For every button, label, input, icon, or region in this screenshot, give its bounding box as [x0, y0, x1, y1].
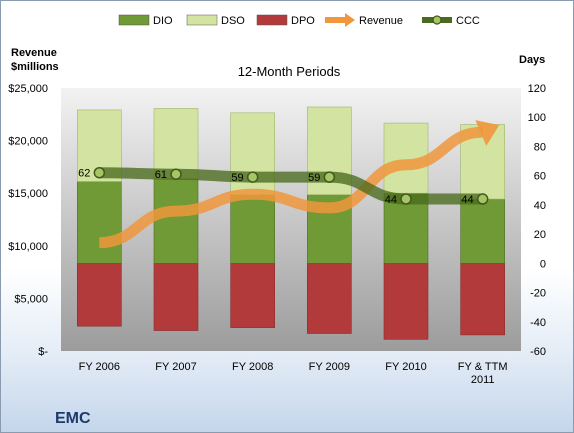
right-tick-label: -40: [530, 317, 546, 329]
right-axis-label: Days: [519, 54, 545, 66]
right-tick-label: -20: [530, 288, 546, 300]
right-tick-label: 40: [534, 200, 546, 212]
legend-label-revenue: Revenue: [359, 15, 403, 27]
ccc-data-label: 59: [231, 172, 243, 184]
right-tick-label: 20: [534, 229, 546, 241]
legend-label-ccc: CCC: [456, 15, 480, 27]
left-tick-label: $20,000: [8, 136, 48, 148]
ccc-data-label: 44: [461, 194, 473, 206]
right-tick-label: 100: [528, 112, 546, 124]
ccc-data-label: 61: [155, 169, 167, 181]
dio-bar: [153, 178, 199, 264]
dio-bar: [383, 192, 429, 264]
category-label: FY 2010: [385, 361, 426, 373]
ccc-marker: [93, 166, 106, 179]
right-tick-label: 80: [534, 141, 546, 153]
dio-bar: [77, 181, 122, 264]
dpo-bar: [77, 263, 122, 327]
left-axis-label-line1: Revenue: [11, 47, 57, 59]
right-tick-label: 60: [534, 171, 546, 183]
ccc-marker: [476, 193, 489, 205]
legend-label-dpo: DPO: [291, 15, 315, 27]
ccc-marker: [170, 168, 182, 180]
left-tick-label: $5,000: [14, 293, 48, 305]
dso-bar: [153, 108, 199, 179]
ccc-marker: [400, 193, 412, 205]
category-label: FY 2008: [232, 361, 273, 373]
legend-label-dso: DSO: [221, 15, 245, 27]
ccc-data-label: 62: [78, 168, 90, 180]
legend-label-dio: DIO: [153, 15, 173, 27]
dio-bar: [460, 198, 505, 264]
legend-swatch-dio: [118, 14, 150, 26]
legend-ccc-marker: [432, 15, 442, 25]
category-label: FY 2009: [309, 361, 350, 373]
left-tick-label: $10,000: [8, 241, 48, 253]
revenue-arrowhead: [475, 120, 500, 146]
dpo-bar: [230, 263, 275, 328]
left-tick-label: $-: [38, 346, 48, 358]
dpo-bar: [383, 263, 429, 340]
ccc-marker: [323, 171, 336, 183]
dpo-bar: [460, 263, 505, 336]
category-label: FY 2007: [155, 361, 196, 373]
company-name: EMC: [55, 410, 91, 427]
ccc-data-label: 44: [385, 194, 397, 206]
legend-swatch-dso: [186, 14, 218, 26]
dpo-bar: [153, 263, 199, 331]
plot-area: [61, 88, 521, 351]
category-label: 2011: [471, 374, 495, 386]
dio-bar: [230, 194, 275, 264]
right-tick-label: 0: [540, 258, 546, 270]
left-tick-label: $15,000: [8, 188, 48, 200]
dpo-bar: [307, 263, 352, 334]
right-tick-label: 120: [528, 83, 546, 95]
category-label: FY 2006: [79, 361, 120, 373]
left-axis-label-line2: $millions: [11, 61, 59, 73]
revenue-line: [99, 126, 483, 249]
legend-swatch-dpo: [256, 14, 288, 26]
category-label: FY & TTM: [458, 361, 508, 373]
right-tick-label: -60: [530, 346, 546, 358]
ccc-line: [93, 167, 489, 205]
ccc-data-label: 59: [308, 172, 320, 184]
ccc-marker: [246, 171, 259, 183]
legend-revenue-arrowhead: [345, 13, 355, 27]
left-tick-label: $25,000: [8, 83, 48, 95]
chart-title: 12-Month Periods: [238, 64, 341, 79]
